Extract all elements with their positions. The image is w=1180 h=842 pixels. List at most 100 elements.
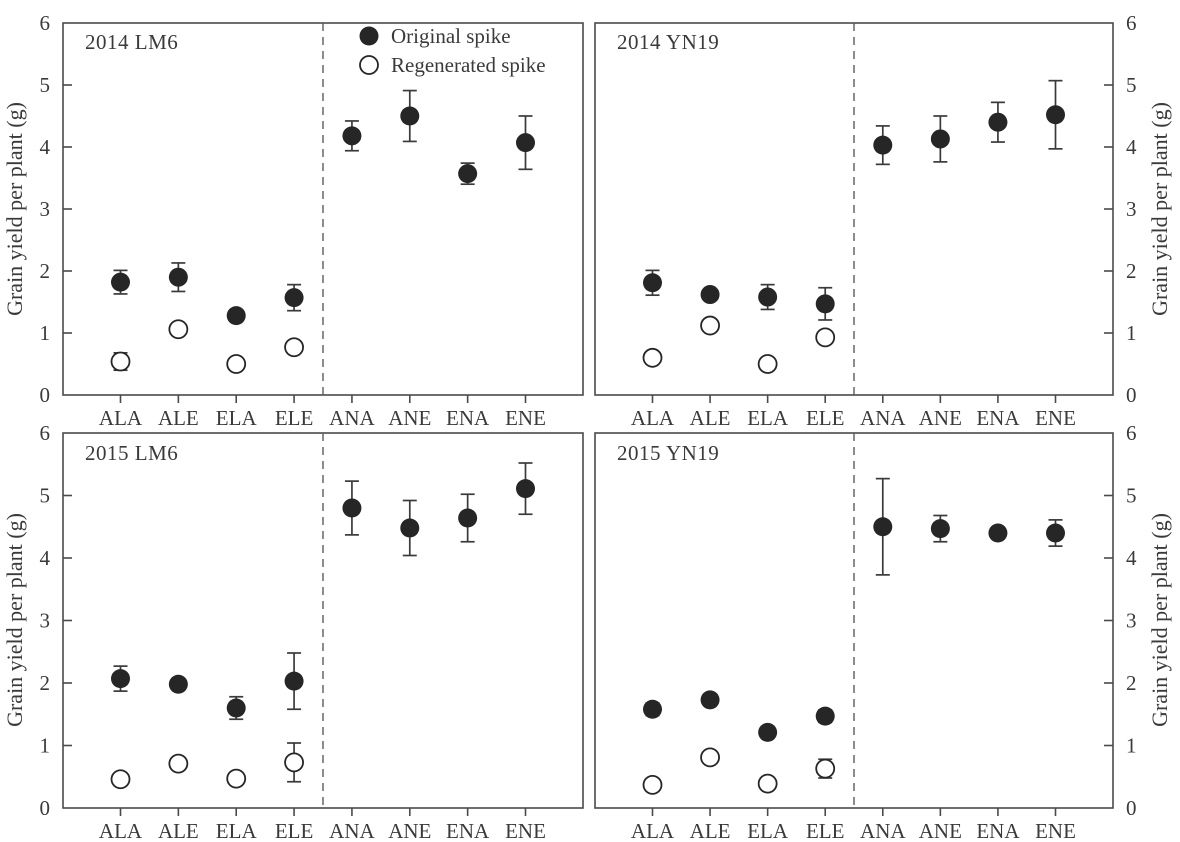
x-category-label: ENE (505, 406, 546, 430)
data-point-filled (400, 518, 420, 538)
y-axis-label-top-left: Grain yield per plant (g) (2, 102, 27, 316)
data-point-open (168, 753, 189, 774)
y-tick-label: 2 (1126, 671, 1137, 695)
x-category-label: ELE (806, 406, 844, 430)
data-point-filled (1046, 105, 1065, 125)
x-category-label: ELA (747, 819, 789, 842)
data-point-filled (700, 285, 720, 305)
data-point-filled (516, 133, 535, 153)
series-original-spike (643, 477, 1065, 742)
x-category-label: ENA (976, 819, 1020, 842)
data-point-filled (342, 126, 362, 146)
x-category-label: ALA (631, 406, 675, 430)
x-category-label: ANA (860, 819, 906, 842)
panel-2014-lm6: 0 1 2 3 4 5 6 ALA ALE ELA ELE ANA ANE ENA ENE (40, 11, 584, 430)
series-regenerated-spike (642, 747, 836, 795)
x-category-label: ANE (919, 406, 962, 430)
x-category-label: ALA (99, 406, 143, 430)
y-tick-label: 4 (1126, 546, 1137, 570)
x-category-label: ALA (99, 819, 143, 842)
data-point-open (757, 773, 778, 794)
data-point-open (226, 354, 247, 374)
y-tick-label: 6 (1126, 11, 1137, 35)
y-axis-label-bottom-right: Grain yield per plant (g) (1147, 513, 1172, 727)
legend-item-original-spike: Original spike (358, 23, 546, 49)
panel-2015-lm6: 0 1 2 3 4 5 6 ALA ALE ELA ELE ANA ANE ENA ENE (40, 421, 584, 842)
data-point-filled (168, 267, 188, 287)
data-point-filled (458, 164, 478, 184)
x-category-label: ELA (747, 406, 789, 430)
panel-title-2015-yn19: 2015 YN19 (617, 441, 720, 465)
filled-circle-icon (359, 26, 379, 46)
legend: Original spike Regenerated spike (358, 23, 546, 78)
data-point-filled (284, 671, 304, 691)
x-axis: ALA ALE ELA ELE ANA ANE ENA ENE (631, 808, 1076, 842)
data-point-filled (284, 288, 304, 308)
y-axis: 0 1 2 3 4 5 6 (40, 11, 72, 407)
data-point-filled (1046, 523, 1065, 543)
panel-title-2014-yn19: 2014 YN19 (617, 30, 720, 54)
data-point-filled (111, 669, 130, 689)
open-circle-icon (359, 55, 379, 75)
data-point-filled (111, 272, 130, 292)
y-tick-label: 4 (40, 546, 51, 570)
x-category-label: ALE (690, 406, 731, 430)
data-point-open (815, 758, 836, 779)
x-category-label: ALE (158, 819, 199, 842)
y-axis: 0 1 2 3 4 5 6 (1104, 11, 1137, 407)
series-original-spike (643, 79, 1065, 321)
data-point-filled (226, 306, 246, 326)
x-category-label: ANA (860, 406, 906, 430)
y-tick-label: 3 (40, 609, 51, 633)
series-regenerated-spike (110, 319, 304, 374)
data-point-open (700, 315, 720, 336)
data-point-open (284, 337, 304, 358)
x-category-label: ENA (446, 819, 490, 842)
y-axis-label-bottom-left: Grain yield per plant (g) (2, 513, 27, 727)
y-tick-label: 5 (1126, 484, 1137, 508)
x-category-label: ANA (329, 406, 375, 430)
series-regenerated-spike (642, 315, 836, 374)
y-tick-label: 1 (40, 734, 51, 758)
y-tick-label: 5 (40, 73, 51, 97)
legend-label: Regenerated spike (391, 53, 546, 77)
data-point-open (168, 319, 189, 340)
y-axis-label-top-right: Grain yield per plant (g) (1147, 102, 1172, 316)
series-original-spike (111, 462, 535, 721)
series-regenerated-spike (110, 742, 304, 790)
data-point-filled (815, 706, 835, 726)
y-tick-label: 3 (40, 197, 51, 221)
data-point-filled (226, 698, 246, 718)
x-category-label: ANE (388, 406, 431, 430)
x-category-label: ELA (216, 406, 258, 430)
x-category-label: ELE (806, 819, 844, 842)
y-axis: 0 1 2 3 4 5 6 (1104, 421, 1137, 820)
x-category-label: ENA (446, 406, 490, 430)
data-point-filled (516, 479, 535, 499)
data-point-filled (643, 699, 662, 719)
y-axis: 0 1 2 3 4 5 6 (40, 421, 72, 820)
panel-title-2014-lm6: 2014 LM6 (85, 30, 179, 54)
data-point-filled (700, 690, 720, 710)
data-point-open (110, 769, 131, 790)
data-point-filled (873, 517, 893, 537)
data-point-filled (988, 112, 1008, 132)
data-point-open (757, 354, 778, 374)
x-category-label: ELE (275, 819, 313, 842)
x-category-label: ENE (1035, 406, 1076, 430)
panel-title-2015-lm6: 2015 LM6 (85, 441, 179, 465)
y-tick-label: 1 (1126, 321, 1137, 345)
data-point-filled (342, 498, 362, 518)
data-point-filled (458, 508, 478, 528)
data-point-filled (758, 722, 778, 742)
y-tick-label: 6 (40, 11, 51, 35)
y-tick-label: 1 (1126, 734, 1137, 758)
data-point-open (642, 774, 663, 795)
y-tick-label: 6 (40, 421, 51, 445)
panel-2014-yn19: 0 1 2 3 4 5 6 ALA ALE ELA ELE ANA ANE ENA ENE (594, 11, 1137, 430)
y-tick-label: 3 (1126, 609, 1137, 633)
y-tick-label: 1 (40, 321, 51, 345)
y-tick-label: 2 (1126, 259, 1137, 283)
